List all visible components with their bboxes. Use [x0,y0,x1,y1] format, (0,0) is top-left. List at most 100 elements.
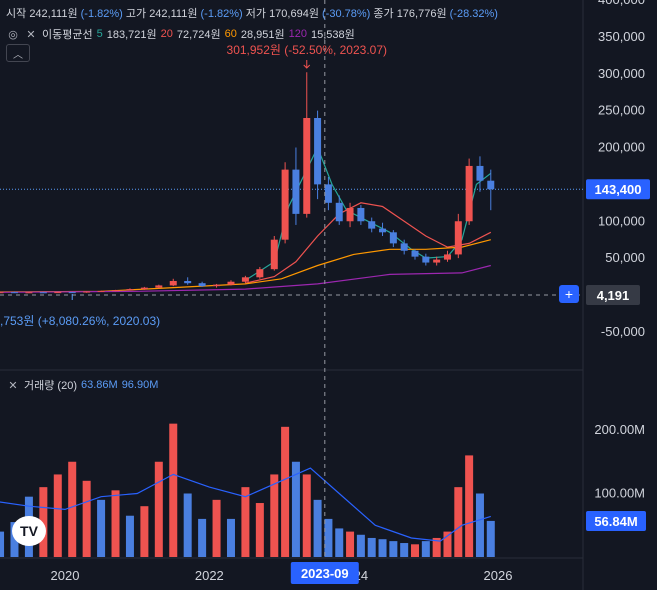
volume-bar [241,487,250,557]
volume-bar [335,528,344,557]
ma120-period: 120 [288,28,308,40]
current-volume-tag-bg [586,511,646,531]
volume-bar [198,518,207,557]
candle-body [400,243,408,251]
volume-bar [82,480,91,557]
volume-bar [255,503,264,557]
volume-bar [389,541,398,557]
volume-bar [465,455,474,557]
cursor-time-tag-bg [290,562,359,584]
volume-bar [313,499,322,557]
volume-bar [97,499,106,557]
candle-body [346,207,354,222]
volume-bar [111,490,120,557]
candle-body [169,280,177,286]
ma20-value: 72,724원 [176,29,221,41]
current-price-tag: 143,400 [595,182,642,197]
price-axis-label: 200,000 [598,140,645,155]
collapse-legend-button[interactable]: ︿ [6,44,30,62]
chevron-up-icon: ︿ [13,49,23,61]
volume-bar [486,520,495,557]
candle-body [368,221,376,229]
volume-bar [367,537,376,557]
candle-body [0,292,4,294]
volume-bar [169,423,178,557]
open-change: (-1.82%) [80,8,123,20]
close-icon[interactable]: ✕ [8,379,18,392]
candle-body [97,290,105,292]
candle-body [357,207,365,222]
peak-annotation: 301,952원 (-52.50%, 2023.07) [227,43,387,57]
candle-body [335,202,343,222]
candle-body [379,228,387,233]
price-axis-label: 300,000 [598,66,645,81]
candle-body [465,165,473,222]
current-volume-tag: 56.84M [594,514,637,529]
volume-bar [346,531,355,557]
volume-bar [443,531,452,557]
high-value: 242,111원 [149,8,198,20]
volume-legend: ✕ 거래량 (20) 63.86M 96.90M [6,377,158,393]
candle-body [292,169,300,214]
ma5-period: 5 [96,28,103,40]
ma5-value: 183,721원 [106,29,157,41]
candle-body [155,285,163,288]
high-change: (-1.82%) [200,8,243,20]
close-change: (-28.32%) [449,8,498,20]
ma60-line [0,239,491,293]
candle-body [324,184,332,203]
candle-body [227,281,235,285]
volume-bar [212,499,221,557]
candle-body [411,250,419,257]
candle-body [213,284,221,287]
high-label: 고가 [125,8,147,20]
eye-icon[interactable]: ◎ [8,28,18,41]
volume-bar [226,518,235,557]
candle-body [270,239,278,270]
candle-body [140,287,148,290]
peak-arrow-icon [303,60,311,69]
overlay: 301,952원 (-52.50%, 2023.07) ,753원 (+8,080… [0,0,650,584]
candle-body [126,289,134,291]
volume-bar [140,506,149,557]
candle-body [454,221,462,255]
volume-bar [125,515,134,557]
cursor-price-tag: 4,191 [597,288,630,303]
candle-body [241,277,249,282]
volume-axis-label: 100.00M [594,486,645,501]
volume-bar [154,461,163,557]
time-axis-label: 2026 [484,568,513,583]
ma60-value: 28,951원 [240,29,285,41]
volume-bar [400,543,409,557]
volume-bar [53,474,62,557]
add-alert-button[interactable]: + [559,285,579,303]
candle-body [422,256,430,263]
candle-body [389,232,397,244]
candle-body [443,254,451,260]
candle-body [112,290,120,292]
close-icon[interactable]: ✕ [26,28,36,41]
volume-bars [0,423,495,557]
open-value: 242,111원 [29,8,78,20]
candle-body [184,280,192,284]
candle-body [281,169,289,240]
price-axis-label: 400,000 [598,0,645,7]
low-change: (-30.78%) [322,8,371,20]
cursor-price-tag-bg [586,285,640,305]
volume-bar [454,487,463,557]
volume-bar [270,474,279,557]
close-label: 종가 [373,8,394,20]
volume-bar [378,539,387,557]
candle-body [25,292,33,294]
close-value: 176,776원 [396,8,447,20]
volume-bar [0,531,5,557]
ma60-period: 60 [224,28,237,40]
low-label: 저가 [245,8,266,20]
candle-body [10,292,18,294]
volume-bar [302,474,311,557]
candle-body [39,292,47,294]
moving-average-lines [0,146,492,293]
volume-bar [475,493,484,557]
volume-bar [324,518,333,557]
